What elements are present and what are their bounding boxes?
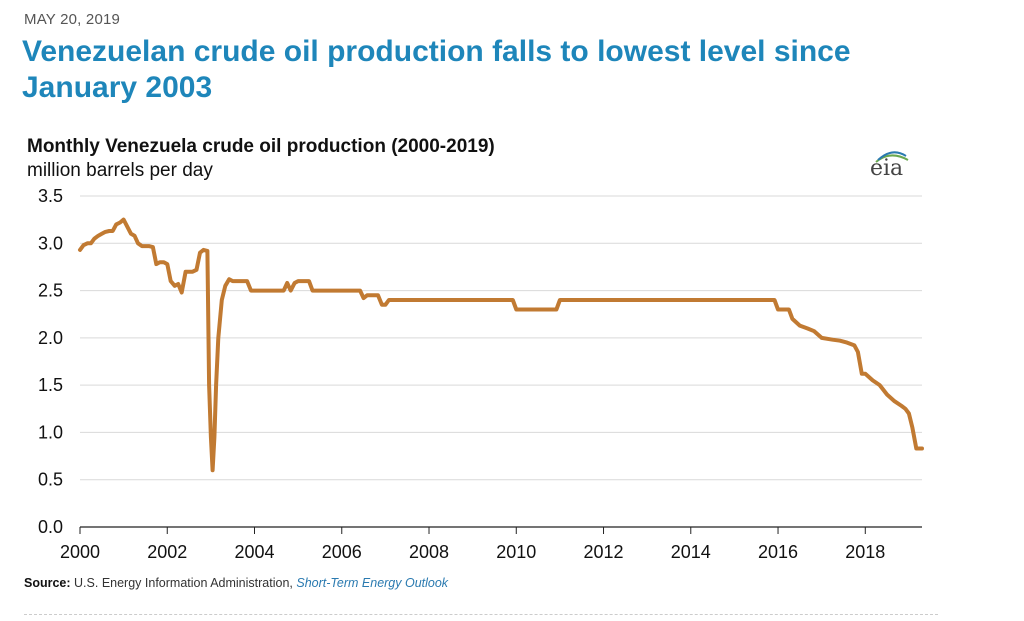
x-tick-label: 2016 <box>758 542 798 562</box>
publish-date: MAY 20, 2019 <box>24 11 121 28</box>
x-tick-label: 2006 <box>322 542 362 562</box>
source-label: Source: <box>24 576 71 590</box>
x-tick-label: 2010 <box>496 542 536 562</box>
source-link[interactable]: Short-Term Energy Outlook <box>296 576 449 590</box>
eia-logo-icon <box>875 151 909 163</box>
x-tick-label: 2004 <box>234 542 274 562</box>
headline: Venezuelan crude oil production falls to… <box>22 35 851 104</box>
y-tick-label: 1.5 <box>38 375 63 395</box>
x-tick-label: 2018 <box>845 542 885 562</box>
x-tick-label: 2002 <box>147 542 187 562</box>
source-text: U.S. Energy Information Administration, <box>74 576 293 590</box>
divider <box>24 614 938 615</box>
eia-logo-text: eia <box>870 156 904 181</box>
series-line <box>78 217 924 473</box>
source-note: Source: U.S. Energy Information Administ… <box>24 576 448 590</box>
chart-title: Monthly Venezuela crude oil production (… <box>27 136 495 157</box>
x-tick-label: 2008 <box>409 542 449 562</box>
y-tick-label: 2.5 <box>38 281 63 301</box>
x-tick-label: 2012 <box>583 542 623 562</box>
y-tick-label: 0.5 <box>38 470 63 490</box>
y-tick-label: 2.0 <box>38 328 63 348</box>
x-tick-label: 2000 <box>60 542 100 562</box>
eia-logo: eia <box>862 148 920 184</box>
y-tick-label: 1.0 <box>38 422 63 442</box>
y-tick-label: 3.0 <box>38 233 63 253</box>
y-axis-label: million barrels per day <box>27 160 213 181</box>
y-tick-label: 3.5 <box>38 186 63 206</box>
x-tick-label: 2014 <box>671 542 711 562</box>
y-tick-label: 0.0 <box>38 517 63 537</box>
